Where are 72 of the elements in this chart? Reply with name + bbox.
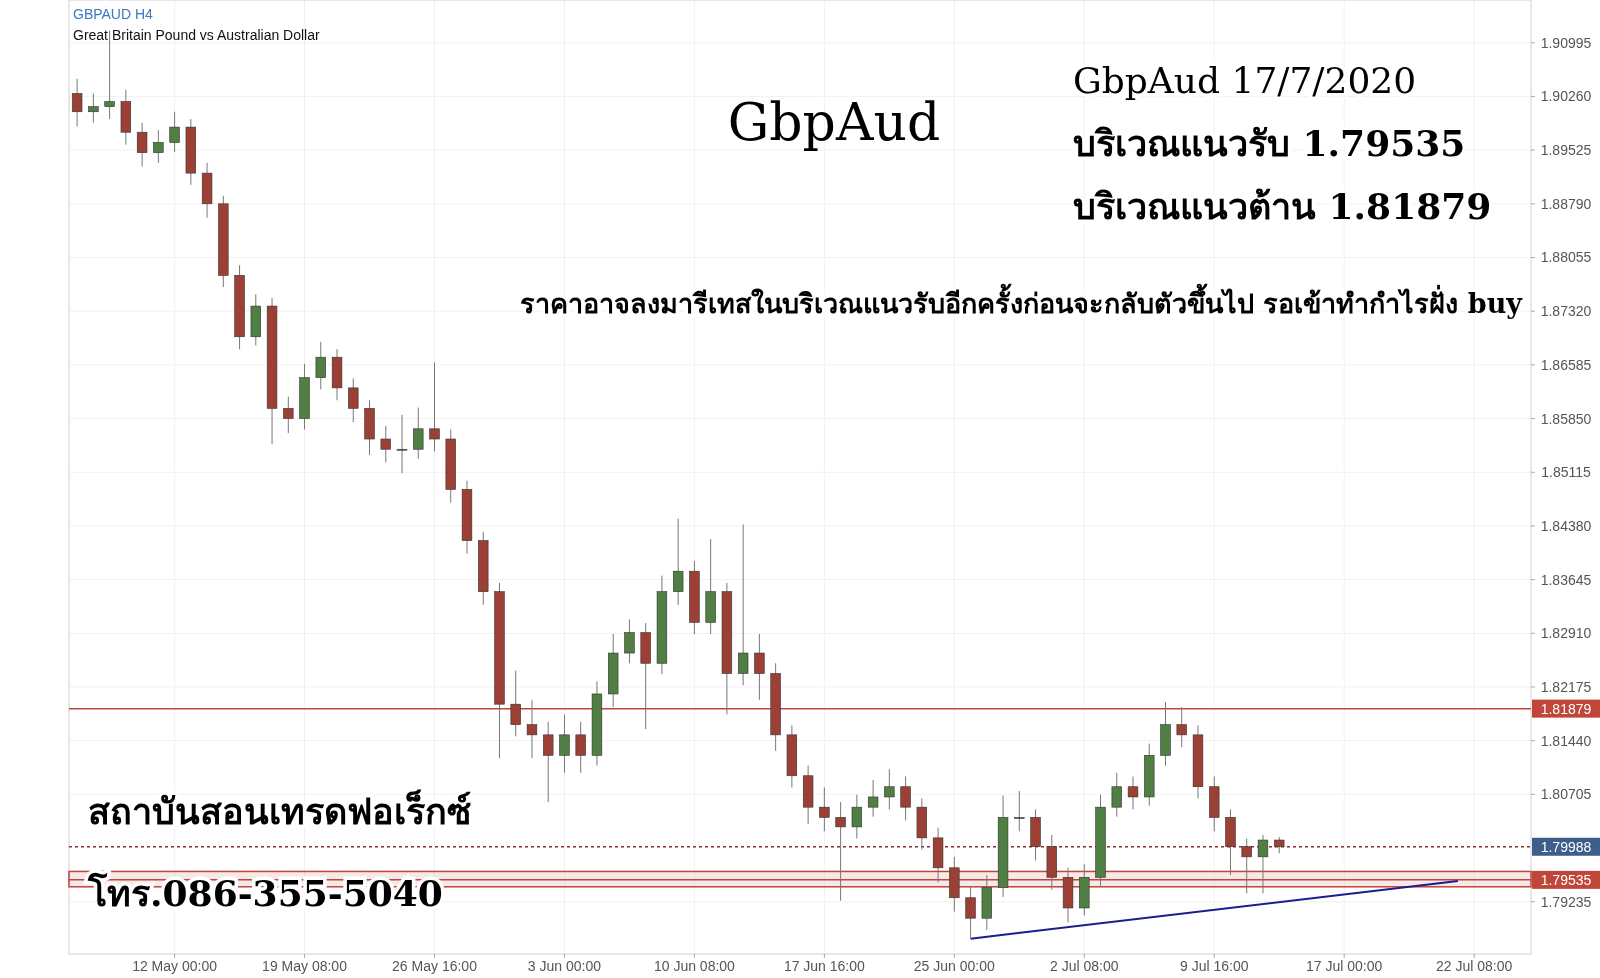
annotation: สถาบันสอนเทรดฟอเร็กซ์ (88, 789, 471, 832)
candlestick (1014, 790, 1025, 832)
x-tick-label: 17 Jun 16:00 (783, 958, 866, 974)
candlestick (624, 618, 635, 664)
candlestick (315, 341, 326, 390)
x-tick-label: 12 May 00:00 (132, 958, 218, 974)
y-tick-label: 1.89525 (1540, 142, 1592, 159)
candlestick (169, 111, 180, 153)
candlestick (283, 396, 294, 434)
x-tick-label: 9 Jul 16:00 (1179, 958, 1249, 974)
y-tick-label: 1.90995 (1540, 34, 1592, 51)
candlestick (559, 713, 570, 774)
y-tick-label: 1.87320 (1540, 303, 1592, 320)
y-tick-label: 1.86585 (1540, 356, 1592, 373)
text: GbpAud (727, 92, 941, 152)
candlestick (900, 775, 911, 821)
y-tick-label: 1.80705 (1540, 786, 1592, 803)
candlestick (348, 377, 359, 423)
candlestick (1176, 706, 1187, 748)
candlestick (526, 699, 538, 759)
candlestick (1127, 775, 1139, 810)
candlestick (835, 801, 846, 902)
candlestick (413, 407, 424, 460)
candlestick (71, 78, 83, 127)
candlestick (510, 670, 521, 737)
annotation: GbpAud 17/7/2020 (1073, 60, 1417, 101)
x-tick-label: 2 Jul 08:00 (1050, 958, 1119, 974)
candlestick (396, 414, 408, 474)
x-tick-label: 10 Jun 08:00 (653, 958, 736, 974)
annotation: บริเวณแนวรับ 1.79535 (1073, 122, 1466, 164)
candlestick (819, 786, 830, 832)
y-tick-label: 1.88055 (1540, 249, 1592, 266)
y-tick-label: 1.82910 (1540, 625, 1592, 642)
x-tick-label: 25 Jun 00:00 (913, 958, 996, 974)
candlestick (153, 129, 164, 164)
candlestick (867, 779, 879, 818)
annotation: บริเวณแนวต้าน 1.81879 (1073, 185, 1492, 227)
x-tick-label: 3 Jun 00:00 (527, 958, 602, 974)
annotation: GBPAUD H4 (73, 6, 154, 22)
candlestick (965, 885, 976, 940)
y-tick-label: 1.85850 (1540, 410, 1592, 427)
y-tick-label: 1.84380 (1540, 517, 1592, 534)
text: Great Britain Pound vs Australian Dollar (73, 27, 321, 43)
y-tick-label: 1.88790 (1540, 195, 1592, 212)
candlestick (754, 633, 765, 701)
candlestick (737, 523, 749, 686)
x-tick-label: 19 May 08:00 (262, 958, 348, 974)
candlestick (672, 518, 684, 606)
x-tick-label: 22 Jul 08:00 (1436, 958, 1513, 974)
candlestick (884, 768, 895, 810)
candlestick (543, 721, 554, 803)
candlestick (1111, 772, 1122, 818)
candlestick (575, 721, 586, 774)
y-tick-label: 1.90260 (1540, 88, 1592, 105)
ref-line-label: 1.79535 (1540, 871, 1592, 888)
y-tick-label: 1.81440 (1540, 732, 1592, 749)
candlestick (88, 93, 99, 124)
y-tick-label: 1.83645 (1540, 571, 1592, 588)
candlestick (1257, 834, 1269, 894)
candlestick (1241, 838, 1252, 894)
candlestick (851, 794, 863, 840)
candlestick (380, 425, 391, 463)
y-tick-label: 1.85115 (1541, 464, 1591, 481)
candlestick (136, 122, 148, 168)
candlestick (429, 361, 440, 452)
y-tick-label: 1.79235 (1540, 893, 1592, 910)
ref-line-label: 1.81879 (1540, 700, 1592, 717)
x-tick-label: 26 May 16:00 (392, 958, 478, 974)
ref-line-label: 1.79988 (1540, 838, 1592, 855)
y-tick-label: 1.82175 (1540, 679, 1592, 696)
x-tick-label: 17 Jul 00:00 (1306, 958, 1383, 974)
annotation: ราคาอาจลงมารีเทสในบริเวณแนวรับอีกครั้งก่อนจะกลับตัวขึ้นไป รอเข้าทำกำไรฝั่ง buy (520, 283, 1524, 319)
